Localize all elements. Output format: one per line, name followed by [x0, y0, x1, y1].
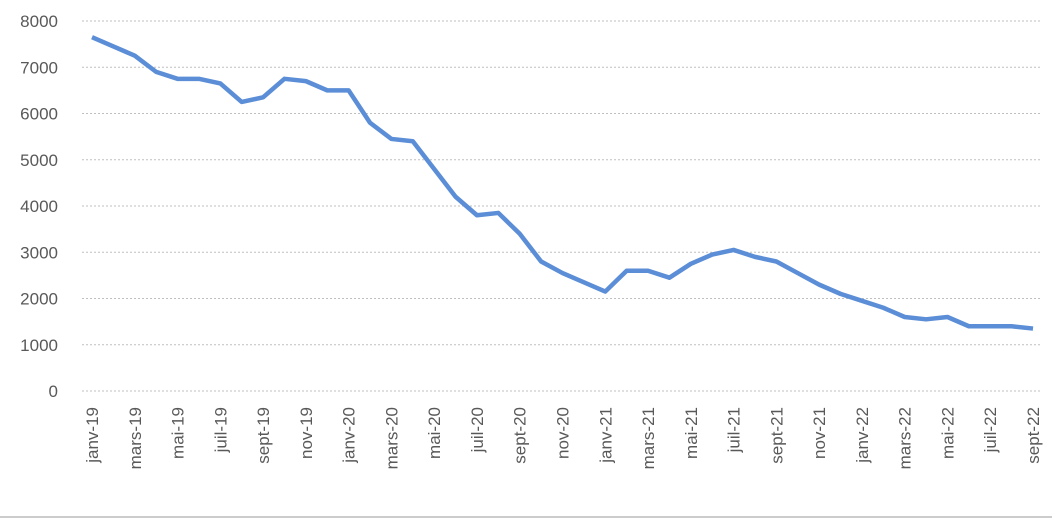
x-tick-label: sept-21 [767, 407, 786, 464]
y-tick-label: 7000 [20, 58, 58, 77]
x-tick-label: juil-22 [981, 407, 1000, 453]
x-tick-label: mai-20 [425, 407, 444, 459]
y-tick-label: 6000 [20, 105, 58, 124]
x-tick-label: sept-20 [511, 407, 530, 464]
y-tick-label: 8000 [20, 12, 58, 31]
x-tick-label: mai-21 [682, 407, 701, 459]
x-tick-label: sept-22 [1024, 407, 1043, 464]
x-tick-label: mai-22 [938, 407, 957, 459]
y-tick-label: 2000 [20, 290, 58, 309]
y-tick-label: 4000 [20, 197, 58, 216]
x-tick-label: mars-20 [382, 407, 401, 469]
x-tick-label: juil-19 [211, 407, 230, 453]
y-tick-label: 1000 [20, 336, 58, 355]
x-tick-label: janv-19 [83, 407, 102, 464]
y-tick-label: 0 [49, 382, 58, 401]
x-tick-label: juil-20 [468, 407, 487, 453]
x-tick-label: mars-19 [126, 407, 145, 469]
x-tick-label: mars-22 [896, 407, 915, 469]
x-tick-label: nov-21 [810, 407, 829, 459]
x-tick-label: sept-19 [254, 407, 273, 464]
x-tick-label: mai-19 [169, 407, 188, 459]
x-tick-label: janv-22 [853, 407, 872, 464]
x-tick-label: juil-21 [725, 407, 744, 453]
x-tick-label: janv-20 [340, 407, 359, 464]
x-tick-label: nov-19 [297, 407, 316, 459]
x-tick-label: mars-21 [639, 407, 658, 469]
x-tick-label: nov-20 [554, 407, 573, 459]
data-line [91, 35, 1034, 331]
y-tick-label: 5000 [20, 151, 58, 170]
x-tick-label: janv-21 [596, 407, 615, 464]
y-tick-label: 3000 [20, 243, 58, 262]
